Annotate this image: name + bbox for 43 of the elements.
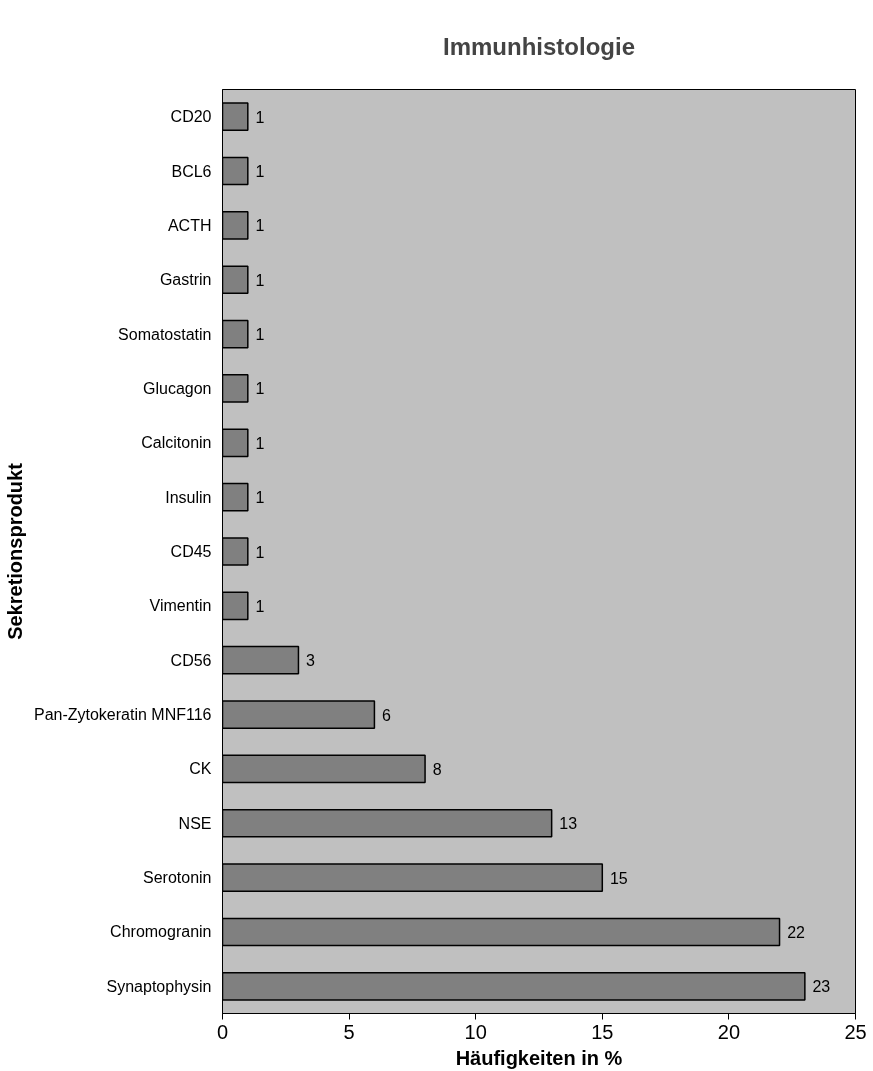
data-label: 6 xyxy=(382,706,392,724)
x-axis-title: Häufigkeiten in % xyxy=(455,1046,623,1069)
data-label: 1 xyxy=(255,380,265,398)
y-tick-label: CD56 xyxy=(170,651,212,669)
x-tick-label: 20 xyxy=(717,1020,741,1043)
y-tick-label: Calcitonin xyxy=(141,434,212,452)
chart-title: Immunhistologie xyxy=(443,32,635,60)
x-tick-label: 25 xyxy=(844,1020,867,1043)
y-tick-label: Vimentin xyxy=(149,597,212,615)
y-axis-title: Sekretionsprodukt xyxy=(3,462,26,640)
y-tick-label: ACTH xyxy=(167,216,212,234)
data-label: 1 xyxy=(255,217,265,235)
data-label: 1 xyxy=(255,597,265,615)
y-tick-label: CK xyxy=(189,760,212,778)
data-label: 13 xyxy=(559,815,578,833)
x-tick-label: 5 xyxy=(343,1020,355,1043)
x-tick-label: 0 xyxy=(216,1020,229,1043)
y-tick-label: NSE xyxy=(178,814,212,832)
y-tick-label: Somatostatin xyxy=(118,325,212,343)
data-label: 1 xyxy=(255,489,265,507)
y-tick-label: Insulin xyxy=(165,488,212,506)
y-tick-label: BCL6 xyxy=(171,162,212,180)
data-label: 1 xyxy=(255,543,265,561)
y-tick-label: Pan-Zytokeratin MNF116 xyxy=(33,706,212,724)
data-label: 23 xyxy=(812,978,831,996)
y-tick-label: Synaptophysin xyxy=(106,977,212,995)
y-tick-label: Serotonin xyxy=(143,869,212,887)
y-tick-label: CD20 xyxy=(170,108,212,126)
data-label: 8 xyxy=(432,760,442,778)
data-label: 1 xyxy=(255,434,265,452)
y-tick-label: CD45 xyxy=(170,543,212,560)
data-label: 1 xyxy=(255,163,265,181)
y-tick-label: Chromogranin xyxy=(110,923,212,941)
data-label: 15 xyxy=(609,869,628,887)
data-label: 1 xyxy=(255,326,265,344)
y-tick-label: Glucagon xyxy=(143,379,212,397)
data-label: 1 xyxy=(255,108,265,126)
data-label: 3 xyxy=(306,652,316,670)
y-tick-label: Gastrin xyxy=(159,271,212,289)
data-label: 1 xyxy=(255,271,265,289)
x-tick-label: 15 xyxy=(591,1020,614,1043)
x-tick-label: 10 xyxy=(464,1020,487,1043)
data-label: 22 xyxy=(787,923,806,941)
